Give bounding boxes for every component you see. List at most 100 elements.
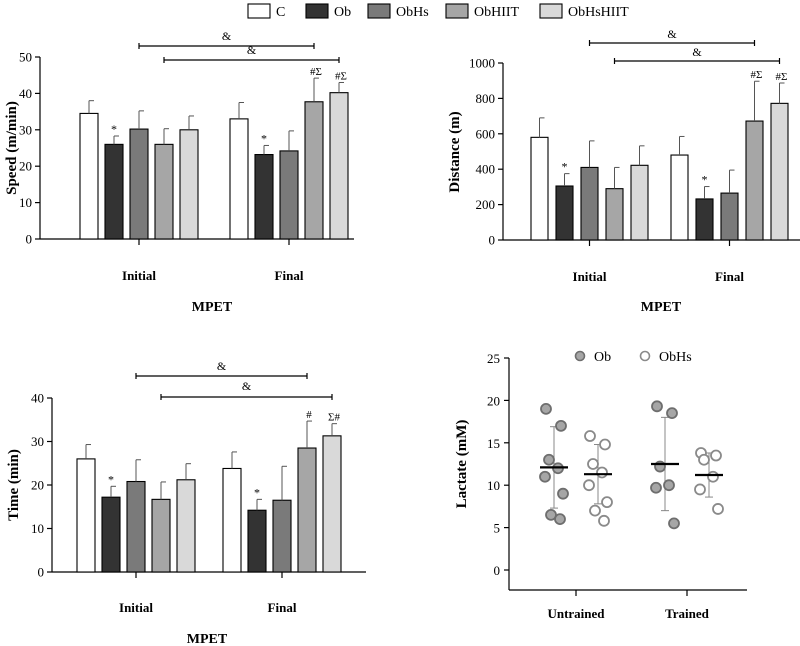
data-point-ob	[663, 479, 675, 492]
data-point-obhs	[596, 466, 608, 479]
bar-ob-initial	[104, 143, 124, 240]
data-point-obhs	[584, 430, 596, 442]
y-tick-label: 20	[19, 159, 32, 174]
data-point-obhs	[710, 449, 722, 462]
y-axis-title: Distance (m)	[447, 111, 463, 192]
significance-mark: #Σ	[335, 70, 347, 82]
bar-obhiit-final	[297, 447, 317, 573]
panel-distance: 0 200 400 600 800 1000 Initial Final * * #Σ #Σ & & Dis…	[447, 27, 800, 315]
y-tick-label: 800	[476, 91, 496, 106]
data-point-ob	[668, 517, 680, 530]
bar-c-final	[670, 154, 689, 241]
legend-marker-obhs	[639, 350, 651, 362]
y-tick-label: 10	[19, 195, 32, 210]
significance-star: *	[254, 485, 260, 499]
y-tick-label: 5	[494, 521, 501, 536]
bar-ob-final	[247, 509, 267, 573]
legend-label-obhs: ObHs	[396, 5, 429, 20]
data-point-ob	[557, 487, 569, 500]
y-tick-label: 0	[489, 233, 496, 248]
significance-mark: #Σ	[310, 66, 322, 78]
y-tick-label: 0	[494, 563, 501, 578]
data-point-ob	[650, 481, 662, 494]
data-point-obhs	[599, 438, 611, 451]
bar-obhs-initial	[126, 480, 146, 573]
y-tick-label: 30	[19, 122, 32, 137]
significance-star: *	[261, 131, 267, 145]
bracket-label: &	[242, 379, 252, 393]
legend-label-obhshiit: ObHsHIIT	[568, 5, 629, 20]
data-point-obhs	[601, 496, 613, 509]
y-tick-label: 10	[31, 521, 44, 536]
bar-c-initial	[76, 458, 96, 573]
y-tick-label: 600	[476, 126, 496, 141]
bar-obhiit-initial	[151, 498, 171, 573]
significance-mark: #Σ	[751, 69, 763, 81]
bar-c-final	[222, 467, 242, 573]
data-point-ob	[543, 453, 555, 466]
x-tick-label-trained: Trained	[665, 606, 710, 621]
y-tick-label: 0	[38, 565, 45, 580]
data-point-obhs	[698, 453, 710, 466]
legend-swatch-c	[247, 3, 271, 19]
significance-mark: #Σ	[776, 71, 788, 83]
y-tick-label: 50	[19, 50, 32, 65]
bracket-label: &	[667, 27, 677, 41]
bar-obhiit-final	[304, 101, 324, 240]
data-point-ob	[555, 419, 567, 432]
x-tick-label-final: Final	[715, 269, 744, 284]
bar-ob-initial	[101, 496, 121, 573]
bar-obhs-final	[279, 150, 299, 240]
legend-swatch-ob	[305, 3, 329, 19]
y-tick-label: 10	[487, 478, 500, 493]
bracket-label: &	[692, 45, 702, 59]
bar-obhiit-initial	[605, 188, 624, 241]
significance-mark: #	[306, 409, 312, 421]
y-tick-label: 40	[19, 86, 32, 101]
y-tick-label: 40	[31, 391, 44, 406]
bracket-label: &	[247, 43, 257, 57]
data-point-ob	[539, 470, 551, 483]
bar-ob-final	[695, 198, 714, 241]
bar-obhshiit-initial	[176, 479, 196, 573]
x-axis-title: MPET	[641, 300, 682, 315]
bracket-label: &	[217, 359, 227, 373]
legend-swatch-obhiit	[445, 3, 469, 19]
data-point-obhs	[589, 504, 601, 517]
y-tick-label: 20	[31, 478, 44, 493]
bar-obhshiit-initial	[179, 129, 199, 240]
y-tick-label: 200	[476, 197, 496, 212]
bar-obhs-final	[272, 499, 292, 573]
bar-obhs-initial	[129, 128, 149, 240]
x-axis-title: MPET	[192, 300, 233, 315]
bar-obhs-final	[720, 192, 739, 241]
y-axis-title: Speed (m/min)	[4, 101, 20, 195]
y-tick-label: 25	[487, 351, 500, 366]
x-tick-label-final: Final	[275, 268, 304, 283]
data-point-ob	[651, 400, 663, 413]
significance-star: *	[702, 173, 708, 187]
legend-label-obhiit: ObHIIT	[474, 5, 520, 20]
x-tick-label-initial: Initial	[122, 268, 156, 283]
bracket-label: &	[222, 29, 232, 43]
x-tick-label-final: Final	[268, 600, 297, 615]
y-axis-title: Lactate (mM)	[454, 420, 470, 509]
data-point-obhs	[587, 458, 599, 470]
panel-time: 0 10 20 30 40 Initial Final * * # Σ# & & Time (min) MP…	[6, 359, 366, 646]
bar-c-initial	[79, 112, 99, 240]
significance-star: *	[562, 160, 568, 174]
data-point-obhs	[598, 514, 610, 527]
bar-ob-final	[254, 154, 274, 240]
panel-lactate: 0 5 10 15 20 25 Untrained Trained Lactate (mM) Ob…	[454, 350, 747, 621]
bar-obhshiit-final	[329, 92, 349, 240]
panel-speed: 0 10 20 30 40 50 Initial Final * * #Σ #Σ & & Speed (m/…	[4, 29, 354, 315]
bar-c-initial	[530, 136, 549, 241]
bar-c-final	[229, 118, 249, 240]
significance-star: *	[111, 122, 117, 136]
data-point-ob	[554, 513, 566, 526]
data-point-obhs	[583, 479, 595, 492]
bar-obhshiit-final	[770, 102, 789, 241]
y-tick-label: 1000	[469, 56, 495, 71]
legend-label-ob: Ob	[334, 5, 351, 20]
